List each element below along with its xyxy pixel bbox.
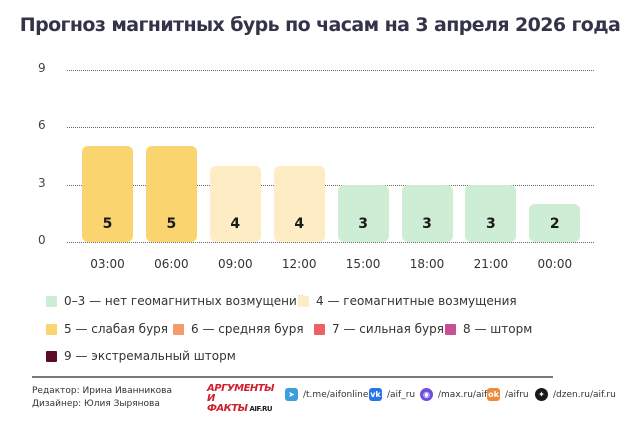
- social-link[interactable]: vk/aif_ru: [369, 388, 415, 401]
- bar-chart: 0 3 6 9 5 03:00 5 06:00 4 09:00 4 12:00 3 15:00 3 18:00…: [38, 61, 594, 271]
- bar-value-label: 5: [166, 215, 177, 232]
- bar: 2: [529, 203, 581, 242]
- x-tick-label: 12:00: [281, 257, 317, 271]
- logo-site: AIF.RU: [249, 405, 273, 413]
- bar-value-label: 3: [358, 215, 368, 232]
- legend-swatch: [46, 295, 57, 307]
- bar-value-label: 4: [230, 215, 241, 232]
- bar: 4: [273, 165, 325, 242]
- social-link[interactable]: ➤ /t.me/aifonline: [285, 388, 368, 401]
- social-link-label: /max.ru/aif: [438, 389, 488, 400]
- legend-label: 0–3 — нет геомагнитных возмущений: [64, 294, 305, 308]
- legend-label: 6 — средняя буря: [191, 322, 304, 336]
- social-link[interactable]: ✦ /dzen.ru/aif.ru: [535, 388, 616, 401]
- footer-divider: [32, 376, 553, 378]
- x-tick-label: 15:00: [345, 257, 381, 271]
- dzen-icon: ✦: [535, 388, 548, 401]
- x-tick-label: 03:00: [90, 257, 125, 271]
- x-tick-label: 21:00: [473, 257, 509, 271]
- bar-value-label: 3: [422, 215, 432, 232]
- x-tick-label: 06:00: [154, 257, 189, 271]
- legend-swatch: [46, 350, 57, 362]
- y-tick-label: 6: [38, 118, 46, 133]
- x-tick-label: 00:00: [537, 257, 573, 271]
- legend-label: 8 — шторм: [463, 322, 533, 336]
- bar: 3: [465, 184, 517, 242]
- legend-label: 5 — слабая буря: [64, 322, 169, 336]
- legend-label: 9 — экстремальный шторм: [64, 349, 236, 363]
- logo-line2-text: И ФАКТЫ: [207, 393, 248, 414]
- bar: 4: [209, 165, 261, 242]
- y-tick-label: 3: [38, 175, 46, 190]
- y-tick-label: 9: [38, 61, 46, 75]
- x-tick-label: 09:00: [218, 257, 253, 271]
- logo-line2: И ФАКТЫ AIF.RU: [207, 394, 277, 414]
- legend-item: 5 — слабая буря: [46, 322, 168, 336]
- bar: 5: [82, 146, 133, 242]
- legend-swatch: [173, 323, 184, 335]
- credits: Редактор: Ирина Иванникова Дизайнер: Юли…: [32, 385, 172, 411]
- legend-item: 4 — геомагнитные возмущения: [298, 294, 517, 308]
- legend-item: 6 — средняя буря: [173, 322, 304, 336]
- social-link-label: /t.me/aifonline: [303, 389, 369, 400]
- social-link-label: /aifru: [505, 389, 529, 400]
- x-tick-label: 18:00: [409, 257, 445, 271]
- vk-icon: vk: [369, 388, 382, 401]
- editor-credit: Редактор: Ирина Иванникова: [32, 386, 172, 396]
- legend-item: 0–3 — нет геомагнитных возмущений: [46, 294, 305, 308]
- legend-swatch: [445, 323, 456, 335]
- gridline: [67, 242, 594, 243]
- bar-value-label: 3: [486, 215, 496, 232]
- social-link[interactable]: ok/aifru: [487, 388, 529, 401]
- legend-swatch: [314, 323, 325, 335]
- bar: 3: [337, 184, 389, 242]
- max-icon: ◉: [420, 388, 433, 401]
- legend-item: 7 — сильная буря: [314, 322, 444, 336]
- designer-credit: Дизайнер: Юлия Зырянова: [32, 399, 160, 409]
- logo-line1: АРГУМЕНТЫ: [207, 383, 274, 394]
- social-link-label: /dzen.ru/aif.ru: [553, 389, 616, 400]
- legend-swatch: [298, 295, 309, 307]
- chart-title: Прогноз магнитных бурь по часам на 3 апр…: [19, 14, 621, 36]
- bar: 3: [401, 184, 453, 242]
- legend-label: 4 — геомагнитные возмущения: [316, 294, 517, 308]
- ok-icon: ok: [487, 388, 500, 401]
- gridline: [67, 184, 594, 186]
- social-link[interactable]: ◉ /max.ru/aif: [420, 388, 487, 401]
- bar-value-label: 2: [549, 215, 560, 232]
- gridline: [67, 70, 594, 71]
- legend-item: 8 — шторм: [445, 322, 532, 336]
- bar-value-label: 4: [294, 215, 305, 232]
- legend-item: 9 — экстремальный шторм: [46, 349, 236, 363]
- aif-logo[interactable]: АРГУМЕНТЫ И ФАКТЫ AIF.RU: [207, 383, 277, 414]
- social-link-label: /aif_ru: [387, 389, 416, 400]
- bar-value-label: 5: [102, 215, 113, 232]
- telegram-icon: ➤: [285, 388, 298, 401]
- legend-swatch: [46, 323, 57, 335]
- legend-label: 7 — сильная буря: [332, 322, 444, 336]
- y-tick-label: 0: [38, 233, 46, 247]
- gridline: [67, 127, 594, 129]
- bar: 5: [145, 146, 197, 242]
